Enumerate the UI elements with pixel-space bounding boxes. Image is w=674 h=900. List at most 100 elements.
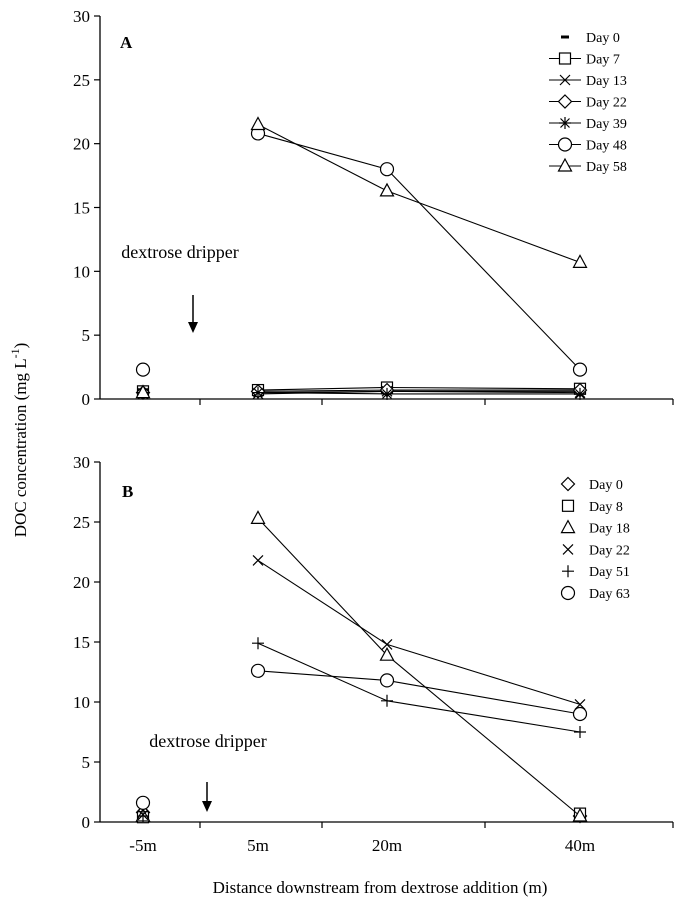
dripper-arrow-head [188,322,198,333]
legend: Day 0 Day 8 Day 18 Day 22 Day 51 Day 63 [560,476,630,602]
series-line-segment [386,679,581,715]
data-point [379,162,395,177]
chart-panel-b: 0 5 10 15 20 25 30 -5m 5m 20m 40m B Day 0 Day 8 Day 18… [73,453,674,855]
series-day-58 [135,116,588,399]
legend-label: Day 48 [586,139,627,154]
y-tick-label: 25 [73,513,90,532]
series-day-22 [137,554,586,821]
data-point [250,116,266,131]
legend-item: Day 0 [560,476,623,493]
legend-item: Day 7 [549,52,620,68]
data-point [574,726,586,738]
legend-label: Day 22 [589,543,630,558]
dextrose-dripper-annotation: dextrose dripper [149,731,266,751]
legend-item: Day 48 [549,137,627,154]
y-tick-label: 20 [73,135,90,154]
data-point [572,254,588,268]
legend-label: Day 8 [589,500,623,515]
data-point [381,694,393,707]
panel-label: A [120,33,133,52]
legend-item: Day 58 [549,157,627,175]
series-line-segment [386,168,581,371]
data-point [572,706,588,722]
y-tick-label: 10 [73,262,90,281]
data-point [379,673,395,688]
legend-item: Day 13 [549,74,627,89]
series-day-51 [137,637,586,822]
series-day-7 [136,381,587,398]
legend-item: Day 8 [561,499,623,515]
legend-label: Day 7 [586,53,620,68]
y-tick-label: 0 [82,813,91,832]
data-point [379,646,395,661]
legend-marker [561,499,575,512]
data-point [137,810,149,822]
data-point [250,663,266,678]
data-point [135,795,151,810]
y-tick-label: 30 [73,453,90,472]
legend-item: Day 63 [560,585,630,602]
legend-label: Day 13 [586,74,627,89]
legend-marker [560,476,576,492]
legend-marker [562,565,574,578]
legend-marker [559,117,571,129]
legend-item: Day 39 [549,117,627,132]
legend-label: Day 22 [586,96,627,111]
data-point [252,386,264,399]
series-line-segment [257,559,388,645]
legend-label: Day 0 [589,478,623,493]
series-line-segment [257,386,388,391]
series-line-segment [257,389,388,392]
y-tick-label: 10 [73,693,90,712]
dextrose-dripper-annotation: dextrose dripper [121,242,238,262]
panel-label: B [122,482,133,501]
x-tick-label: 40m [565,836,595,855]
legend: Day 0 Day 7 Day 13 Day 22 Day 39 Day 48 Day 58 [549,31,627,175]
y-tick-label: 0 [82,390,91,409]
legend-item: Day 22 [562,543,630,558]
data-point [135,384,151,399]
legend-marker [561,35,569,39]
series-day-63 [135,663,588,810]
legend-label: Day 39 [586,117,627,132]
y-tick-label: 5 [82,753,91,772]
series-day-8 [136,807,587,824]
series-day-18 [135,510,588,822]
series-day-39 [137,386,586,400]
dripper-arrow-head [202,801,212,812]
series-line-segment [386,643,581,705]
data-point [381,638,393,650]
x-tick-label: 20m [372,836,402,855]
y-tick-label: 5 [82,326,91,345]
series-day-0 [135,805,588,824]
y-tick-label: 25 [73,71,90,90]
legend-marker [558,52,572,65]
series-line-segment [257,670,388,681]
data-point [252,637,264,650]
data-point [572,362,588,377]
legend-marker [557,157,573,172]
data-point [574,387,586,400]
x-tick-label: -5m [129,836,156,855]
legend-item: Day 18 [560,519,630,537]
data-point [252,554,264,566]
legend-item: Day 0 [561,31,620,46]
y-axis-label: DOC concentration (mg L-1) [8,343,30,538]
series-line-segment [257,392,388,395]
series-line-segment [386,700,581,733]
legend-marker [559,74,571,86]
legend-marker [560,519,576,534]
series-line-segment [257,518,388,656]
series-line-segment [257,132,388,170]
legend-marker [560,585,576,601]
y-tick-label: 15 [73,199,90,218]
y-tick-label: 15 [73,633,90,652]
legend-item: Day 51 [562,565,630,580]
y-tick-label: 30 [73,7,90,26]
series-line-segment [386,390,581,394]
data-point [381,387,393,400]
x-axis-label: Distance downstream from dextrose additi… [213,878,548,897]
legend-marker [562,543,574,555]
data-point [379,182,395,197]
